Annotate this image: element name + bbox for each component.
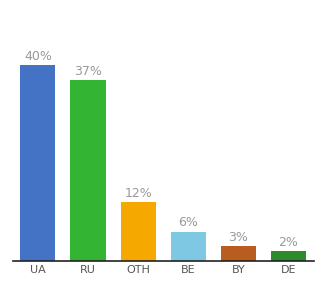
Text: 40%: 40% xyxy=(24,50,52,63)
Bar xyxy=(221,246,256,261)
Text: 2%: 2% xyxy=(279,236,299,249)
Bar xyxy=(121,202,156,261)
Bar xyxy=(171,232,206,261)
Text: 37%: 37% xyxy=(74,64,102,78)
Text: 6%: 6% xyxy=(178,216,198,229)
Bar xyxy=(20,65,55,261)
Bar xyxy=(271,251,306,261)
Text: 12%: 12% xyxy=(124,187,152,200)
Text: 3%: 3% xyxy=(228,231,248,244)
Bar xyxy=(70,80,106,261)
